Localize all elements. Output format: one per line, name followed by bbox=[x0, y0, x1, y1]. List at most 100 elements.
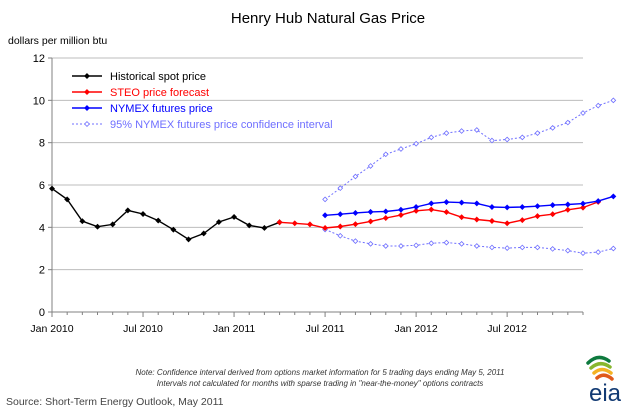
steo-price-forecast-point bbox=[352, 221, 359, 228]
y-tick-label: 10 bbox=[33, 95, 45, 107]
steo-price-forecast-point bbox=[367, 218, 374, 225]
historical-spot-price-line bbox=[51, 188, 280, 241]
y-tick-label: 0 bbox=[39, 307, 45, 319]
steo-price-forecast-point bbox=[322, 225, 329, 231]
steo-price-forecast-point bbox=[473, 216, 480, 223]
source-text: Source: Short-Term Energy Outlook, May 2… bbox=[6, 396, 224, 408]
historical-spot-price-point bbox=[170, 226, 177, 233]
y-tick-label: 2 bbox=[39, 265, 45, 277]
historical-spot-price-point bbox=[109, 221, 116, 228]
confidence-lower-point bbox=[595, 249, 602, 255]
confidence-upper-point bbox=[428, 134, 435, 141]
confidence-lower-point bbox=[519, 244, 526, 251]
historical-spot-price-point bbox=[49, 185, 55, 192]
eia-logo: eia bbox=[586, 355, 622, 407]
confidence-lower-point bbox=[367, 240, 374, 247]
nymex-futures-price-point bbox=[322, 212, 329, 219]
nymex-futures-price-point bbox=[519, 204, 526, 210]
y-tick-label: 12 bbox=[33, 53, 45, 65]
x-tick-label: Jan 2010 bbox=[30, 323, 73, 335]
steo-price-forecast-point bbox=[413, 207, 420, 214]
historical-spot-price-point bbox=[64, 196, 71, 203]
confidence-lower-point bbox=[580, 250, 586, 257]
grid-layer bbox=[52, 57, 583, 271]
confidence-upper-point bbox=[352, 173, 359, 180]
confidence-upper-point bbox=[337, 185, 344, 192]
nymex-futures-price-point bbox=[367, 208, 374, 215]
nymex-futures-price-point bbox=[595, 198, 602, 205]
steo-price-forecast-point bbox=[534, 213, 541, 220]
y-axis-label: dollars per million btu bbox=[8, 35, 107, 47]
nymex-futures-price-point bbox=[534, 203, 541, 210]
y-tick-label: 8 bbox=[39, 138, 45, 150]
confidence-lower-point bbox=[564, 247, 571, 254]
y-tick-label: 4 bbox=[39, 222, 45, 234]
nymex-futures-price-point bbox=[473, 200, 480, 207]
steo-price-forecast-point bbox=[291, 220, 298, 227]
steo-price-forecast-point bbox=[489, 218, 495, 224]
confidence-upper-point bbox=[489, 137, 495, 144]
confidence-upper-point bbox=[519, 134, 526, 141]
historical-spot-price-point bbox=[94, 223, 101, 230]
logo-text: eia bbox=[589, 380, 622, 407]
legend-marker-steo-price-forecast bbox=[84, 89, 90, 95]
historical-spot-price-point bbox=[215, 219, 222, 226]
steo-price-forecast-point bbox=[564, 206, 571, 213]
historical-spot-price-point bbox=[79, 218, 86, 225]
confidence-lower-point bbox=[337, 232, 344, 239]
series-layer bbox=[49, 97, 617, 257]
x-tick-label: Jul 2010 bbox=[123, 323, 163, 335]
confidence-lower-point bbox=[382, 243, 389, 249]
nymex-futures-price-point bbox=[610, 193, 617, 200]
confidence-upper-line bbox=[324, 99, 614, 200]
nymex-futures-price-point bbox=[549, 202, 556, 209]
confidence-lower-point bbox=[504, 245, 511, 251]
steo-price-forecast-point bbox=[580, 204, 586, 211]
historical-spot-price-point bbox=[261, 225, 268, 231]
x-tick-label: Jul 2012 bbox=[487, 323, 527, 335]
legend-marker-95-nymex-futures-price-confidence-interval bbox=[84, 121, 90, 127]
confidence-lower-point bbox=[473, 243, 480, 249]
nymex-futures-price-point bbox=[458, 199, 465, 206]
axis-layer: 0 2 4 6 8 10 12 Jan 2010 Jul 2010 Jan 2011 Jul 201… bbox=[30, 53, 584, 335]
confidence-upper-point bbox=[580, 110, 586, 116]
logo-arc-orange bbox=[595, 373, 614, 381]
nymex-futures-price-point bbox=[443, 199, 450, 206]
historical-spot-price-point bbox=[155, 217, 162, 224]
nymex-futures-price-point bbox=[337, 211, 344, 218]
historical-spot-price-point bbox=[231, 213, 238, 220]
confidence-upper-point bbox=[398, 146, 404, 152]
confidence-upper-point bbox=[322, 196, 328, 203]
x-tick-label: Jan 2011 bbox=[213, 323, 256, 335]
confidence-lower-point bbox=[489, 244, 495, 251]
steo-price-forecast-point bbox=[519, 217, 526, 224]
confidence-upper-point bbox=[549, 124, 556, 131]
nymex-futures-price-point bbox=[580, 200, 586, 207]
confidence-lower-point bbox=[610, 245, 617, 252]
steo-price-forecast-point bbox=[504, 220, 511, 227]
confidence-lower-point bbox=[428, 240, 435, 247]
y-tick-label: 6 bbox=[39, 180, 45, 192]
confidence-upper-point bbox=[504, 136, 511, 143]
nymex-futures-price-point bbox=[413, 204, 420, 210]
steo-price-forecast-point bbox=[428, 206, 435, 213]
confidence-upper-point bbox=[382, 151, 389, 158]
legend-label-nymex-futures-price: NYMEX futures price bbox=[110, 103, 213, 115]
nymex-futures-price-point bbox=[352, 209, 359, 216]
steo-price-forecast-point bbox=[458, 214, 465, 221]
chart-title: Henry Hub Natural Gas Price bbox=[231, 10, 425, 27]
nymex-futures-price-point bbox=[397, 206, 404, 213]
steo-price-forecast-point bbox=[276, 219, 283, 226]
nymex-futures-price-point bbox=[489, 204, 495, 210]
confidence-upper-point bbox=[443, 130, 450, 137]
legend-marker-historical-spot-price bbox=[84, 73, 90, 79]
legend: Historical spot price STEO price forecast… bbox=[72, 71, 333, 131]
confidence-upper-point bbox=[473, 127, 480, 133]
steo-price-forecast-point bbox=[337, 223, 344, 230]
confidence-lower-point bbox=[549, 246, 556, 252]
steo-price-forecast-point bbox=[382, 215, 389, 221]
nymex-futures-price-point bbox=[382, 208, 389, 215]
confidence-lower-point bbox=[398, 243, 404, 249]
legend-label-95-nymex-futures-price-confidence-interval: 95% NYMEX futures price confidence inter… bbox=[110, 119, 333, 131]
